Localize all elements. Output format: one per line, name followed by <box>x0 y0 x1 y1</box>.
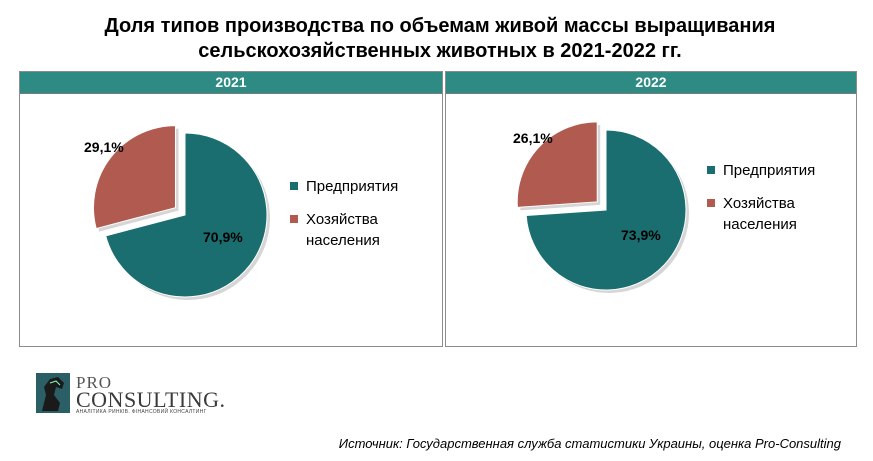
panel-header-2022: 2022 <box>446 72 856 94</box>
pro-consulting-logo: PRO CONSULTING. АНАЛІТИКА РИНКІВ. ФІНАНС… <box>36 373 225 415</box>
legend-item-households: Хозяйства населения <box>290 209 398 251</box>
legend-2022: Предприятия Хозяйства населения <box>707 160 815 247</box>
legend-swatch-enterprises <box>707 166 715 174</box>
logo-consulting-text: CONSULTING. <box>76 387 226 412</box>
pie-slice-households <box>516 121 598 208</box>
logo-pro-text: PRO <box>76 373 113 392</box>
pie-slice-enterprises <box>525 129 687 291</box>
chart-title: Доля типов производства по объемам живой… <box>104 15 776 62</box>
logo-tagline: АНАЛІТИКА РИНКІВ. ФІНАНСОВИЙ КОНСАЛТИНГ <box>76 409 207 415</box>
pie-slice-households <box>93 125 176 230</box>
legend-swatch-households <box>707 199 715 207</box>
chart-panel-2022: 2022 73,9% 26,1% Предприятия Хозяйства на… <box>445 71 857 347</box>
legend-label-households-line2: населения <box>723 216 797 233</box>
chart-panel-2021: 2021 70,9% 29,1% Предприятия Хозяйства на… <box>19 71 443 347</box>
pie-chart-2021: 70,9% 29,1% <box>84 125 271 300</box>
legend-item-enterprises: Предприятия <box>707 160 815 181</box>
legend-2021: Предприятия Хозяйства населения <box>290 176 398 263</box>
legend-label-households-line1: Хозяйства <box>723 195 795 212</box>
legend-item-households: Хозяйства населения <box>707 193 815 235</box>
data-label-households: 29,1% <box>84 139 124 155</box>
source-note: Источник: Государственная служба статист… <box>338 436 841 451</box>
legend-label-households-line2: населения <box>306 232 380 249</box>
legend-item-enterprises: Предприятия <box>290 176 398 197</box>
data-label-households: 26,1% <box>513 130 553 146</box>
data-label-enterprises: 70,9% <box>203 229 243 245</box>
legend-label-households-line1: Хозяйства <box>306 211 378 228</box>
pie-slice-enterprises <box>105 132 268 298</box>
legend-swatch-households <box>290 215 298 223</box>
panel-header-2021: 2021 <box>20 72 442 94</box>
horse-logo-icon <box>36 373 70 413</box>
legend-label-enterprises: Предприятия <box>306 178 399 195</box>
pie-chart-2022: 73,9% 26,1% <box>513 121 689 293</box>
legend-swatch-enterprises <box>290 182 298 190</box>
data-label-enterprises: 73,9% <box>621 227 661 243</box>
legend-label-enterprises: Предприятия <box>723 162 816 179</box>
